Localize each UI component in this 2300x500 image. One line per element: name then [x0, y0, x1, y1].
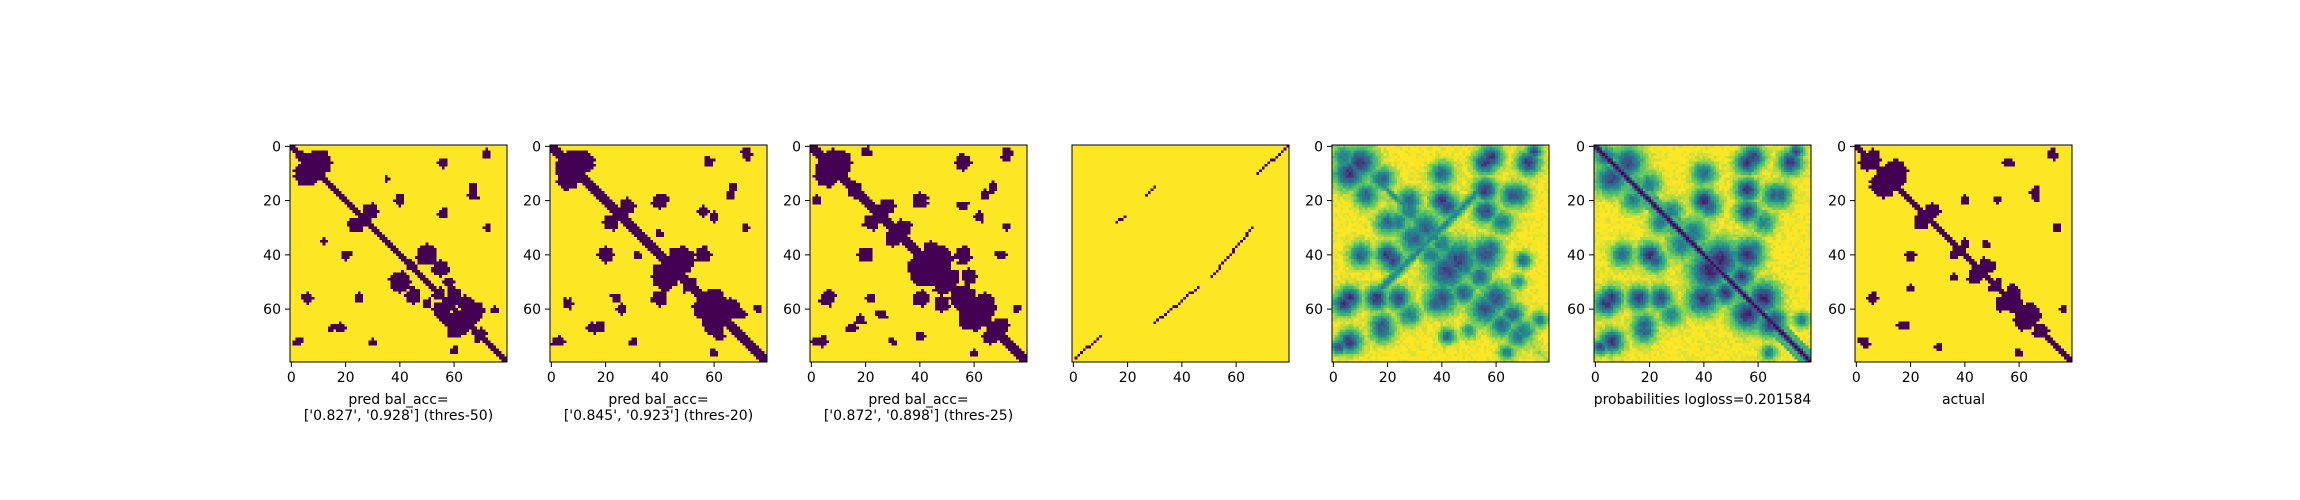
xtick-label: 0	[547, 370, 556, 386]
ytick-label: 40	[783, 248, 801, 264]
xtick-label: 60	[2010, 370, 2028, 386]
xlabel-p2-line-0: pred bal_acc=	[608, 392, 708, 408]
ytick-label: 20	[1828, 194, 1846, 210]
panel-p4: 0 20 40 60	[1069, 144, 1290, 386]
panel-p2: 0 20 40 60 0 20 40 60 pred bal_acc=['0.845', '0.…	[523, 139, 768, 424]
ytick-label: 60	[783, 302, 801, 318]
panel-p5: 0 20 40 60 0 20 40 60	[1305, 139, 1550, 386]
xtick-label: 0	[1591, 370, 1600, 386]
ytick-label: 60	[1567, 302, 1585, 318]
ytick-label: 20	[523, 194, 541, 210]
axes-frame-p1	[289, 144, 508, 363]
panel-p7: 0 20 40 60 0 20 40 60 actual	[1828, 139, 2073, 408]
xlabel-p2-line-1: ['0.845', '0.923'] (thres-20)	[564, 408, 753, 424]
axes-frame-p2	[549, 144, 768, 363]
xlabel-p3-line-0: pred bal_acc=	[868, 392, 968, 408]
xlabel-p3-line-1: ['0.872', '0.898'] (thres-25)	[824, 408, 1013, 424]
xtick-label: 40	[1956, 370, 1974, 386]
xtick-label: 40	[651, 370, 669, 386]
axes-frame-p3	[809, 144, 1028, 363]
panel-p6: 0 20 40 60 0 20 40 60 probabilities logloss=0.20…	[1567, 139, 1812, 408]
ytick-label: 60	[523, 302, 541, 318]
ytick-label: 0	[1314, 139, 1323, 155]
ytick-label: 60	[1828, 302, 1846, 318]
ytick-label: 40	[1305, 248, 1323, 264]
panel-p3: 0 20 40 60 0 20 40 60 pred bal_acc=['0.872', '0.…	[783, 139, 1028, 424]
ytick-label: 0	[1837, 139, 1846, 155]
ytick-label: 20	[783, 194, 801, 210]
heatmap-image-p5	[1332, 145, 1549, 362]
axes-frame-p7	[1854, 144, 2073, 363]
xtick-label: 0	[1329, 370, 1338, 386]
xlabel-p1-line-1: ['0.827', '0.928'] (thres-50)	[304, 408, 493, 424]
xtick-label: 40	[1695, 370, 1713, 386]
xtick-label: 40	[391, 370, 409, 386]
xtick-label: 40	[911, 370, 929, 386]
axes-frame-p5	[1331, 144, 1550, 363]
xtick-label: 20	[1902, 370, 1920, 386]
xtick-label: 0	[1852, 370, 1861, 386]
xtick-label: 40	[1433, 370, 1451, 386]
axes-frame-p6	[1593, 144, 1812, 363]
heatmap-image-p3	[810, 145, 1027, 362]
xtick-label: 0	[287, 370, 296, 386]
ytick-label: 60	[263, 302, 281, 318]
ytick-label: 40	[523, 248, 541, 264]
ytick-label: 0	[792, 139, 801, 155]
heatmap-image-p7	[1855, 145, 2072, 362]
xtick-label: 60	[705, 370, 723, 386]
xtick-label: 20	[857, 370, 875, 386]
ytick-label: 20	[263, 194, 281, 210]
xtick-label: 0	[807, 370, 816, 386]
xtick-label: 20	[337, 370, 355, 386]
ytick-label: 20	[1305, 194, 1323, 210]
axes-frame-p4	[1071, 144, 1290, 363]
xtick-label: 60	[1749, 370, 1767, 386]
xtick-label: 60	[1227, 370, 1245, 386]
ytick-label: 0	[532, 139, 541, 155]
xtick-label: 20	[1641, 370, 1659, 386]
xtick-label: 20	[1379, 370, 1397, 386]
ytick-label: 40	[1828, 248, 1846, 264]
xtick-label: 20	[597, 370, 615, 386]
xtick-label: 60	[1487, 370, 1505, 386]
xlabel-p7-line-0: actual	[1942, 392, 1985, 408]
xtick-label: 40	[1173, 370, 1191, 386]
ytick-label: 40	[263, 248, 281, 264]
ytick-label: 20	[1567, 194, 1585, 210]
ytick-label: 0	[272, 139, 281, 155]
xlabel-p1-line-0: pred bal_acc=	[348, 392, 448, 408]
heatmap-image-p1	[290, 145, 507, 362]
ytick-label: 0	[1576, 139, 1585, 155]
xtick-label: 60	[965, 370, 983, 386]
xlabel-p6-line-0: probabilities logloss=0.201584	[1594, 392, 1812, 408]
heatmap-image-p6	[1594, 145, 1811, 362]
xtick-label: 0	[1069, 370, 1078, 386]
ytick-label: 60	[1305, 302, 1323, 318]
heatmap-image-p4	[1072, 145, 1289, 362]
panel-p1: 0 20 40 60 0 20 40 60 pred bal_acc=['0.827', '0.…	[263, 139, 508, 424]
ytick-label: 40	[1567, 248, 1585, 264]
heatmap-image-p2	[550, 145, 767, 362]
xtick-label: 20	[1119, 370, 1137, 386]
xtick-label: 60	[445, 370, 463, 386]
